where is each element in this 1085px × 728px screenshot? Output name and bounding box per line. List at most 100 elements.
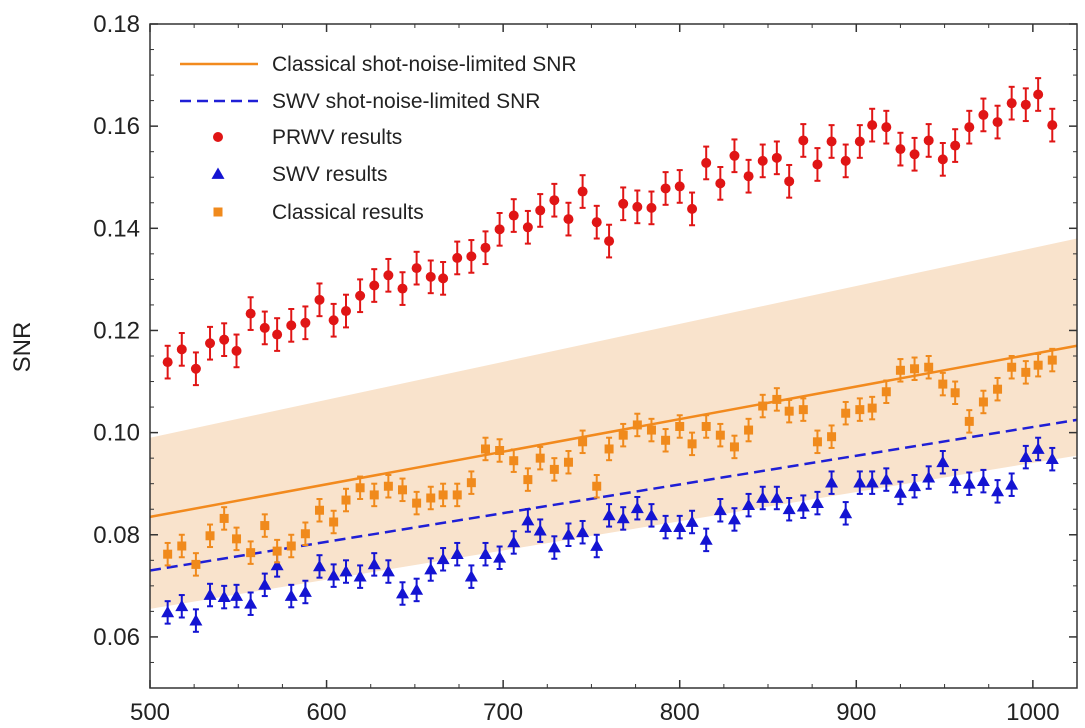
legend-swv-label: SWV results <box>272 163 388 186</box>
classical-point <box>272 538 282 564</box>
swv-marker <box>616 511 630 524</box>
swv-marker <box>1031 442 1045 454</box>
prwv-point <box>784 163 795 199</box>
prwv-point <box>950 128 961 163</box>
legend-classical-line-label: Classical shot-noise-limited SNR <box>272 53 577 76</box>
prwv-point <box>771 140 782 176</box>
prwv-marker <box>355 290 366 301</box>
swv-marker <box>1019 450 1033 463</box>
classical-point <box>827 424 837 449</box>
classical-point <box>246 540 256 565</box>
swv-point <box>602 503 616 528</box>
prwv-marker <box>867 120 878 131</box>
y-tick-label: 0.06 <box>93 624 140 651</box>
classical-point <box>232 526 242 552</box>
swv-point <box>298 579 312 605</box>
classical-point <box>177 533 187 559</box>
swv-marker <box>395 587 409 599</box>
prwv-point <box>591 204 602 240</box>
classical-point <box>618 422 628 448</box>
prwv-point <box>383 257 394 293</box>
classical-point <box>950 380 960 406</box>
swv-marker <box>217 590 231 602</box>
legend: Classical shot-noise-limited SNR SWV shot… <box>180 53 577 224</box>
prwv-marker <box>314 294 325 305</box>
classical-point <box>563 450 573 475</box>
swv-marker <box>298 585 312 597</box>
classical-point <box>632 412 642 438</box>
classical-marker <box>177 541 187 551</box>
swv-marker <box>810 496 824 508</box>
swv-marker <box>507 535 521 548</box>
prwv-point <box>798 123 809 158</box>
classical-point <box>1047 347 1057 373</box>
prwv-point <box>286 308 297 343</box>
swv-point <box>1005 472 1019 497</box>
prwv-marker <box>549 195 560 206</box>
prwv-marker <box>466 251 477 262</box>
classical-marker <box>978 397 988 407</box>
prwv-marker <box>397 283 408 294</box>
classical-point <box>163 541 173 567</box>
swv-marker <box>742 498 756 511</box>
classical-marker <box>881 387 891 397</box>
classical-point <box>646 417 656 443</box>
swv-marker <box>367 557 381 570</box>
swv-marker <box>410 583 424 595</box>
prwv-point <box>259 310 270 346</box>
legend-classical-line: Classical shot-noise-limited SNR <box>180 53 577 76</box>
classical-point <box>661 428 671 453</box>
prwv-point <box>272 317 283 352</box>
swv-point <box>521 508 535 533</box>
swv-point <box>576 519 590 545</box>
classical-marker <box>592 481 602 491</box>
data-points-layer <box>161 77 1059 633</box>
swv-marker <box>644 508 658 521</box>
prwv-point <box>411 250 422 286</box>
classical-point <box>701 414 711 439</box>
swv-point <box>962 471 976 496</box>
classical-point <box>675 414 685 439</box>
prwv-marker <box>881 122 892 133</box>
prwv-marker <box>715 178 726 189</box>
swv-marker <box>270 558 284 571</box>
prwv-point <box>522 209 533 245</box>
classical-marker <box>687 439 697 449</box>
prwv-marker <box>826 136 837 147</box>
swv-point <box>976 468 990 494</box>
prwv-point <box>715 166 726 201</box>
classical-marker <box>191 559 201 569</box>
classical-marker <box>452 490 462 500</box>
prwv-marker <box>219 334 230 345</box>
prwv-point <box>978 97 989 133</box>
axis-ticks-layer: 500 600 700 800 900 1000 0.06 0.08 0.10 0.12 0.14 0… <box>93 11 1077 726</box>
classical-point <box>535 445 545 471</box>
classical-marker <box>661 435 671 445</box>
swv-point <box>175 594 189 619</box>
swv-point <box>189 608 203 633</box>
classical-marker <box>369 490 379 500</box>
prwv-point <box>660 171 671 206</box>
prwv-point <box>646 190 657 226</box>
prwv-point <box>826 124 837 159</box>
swv-point <box>810 490 824 516</box>
swv-point <box>825 470 839 495</box>
swv-marker <box>478 547 492 560</box>
swv-marker <box>258 578 272 590</box>
classical-marker <box>246 548 256 558</box>
prwv-point <box>701 145 712 181</box>
swv-marker <box>865 476 879 488</box>
prwv-marker <box>425 271 436 282</box>
swv-marker <box>893 486 907 498</box>
swv-point <box>436 547 450 572</box>
prwv-point <box>245 296 256 331</box>
swv-marker <box>1045 452 1059 465</box>
classical-point <box>592 474 602 499</box>
prwv-point <box>397 271 408 306</box>
swv-point <box>493 545 507 570</box>
swv-point <box>450 541 464 567</box>
prwv-point <box>743 158 754 194</box>
swv-point <box>630 495 644 521</box>
prwv-point <box>466 239 477 274</box>
legend-swv-line: SWV shot-noise-limited SNR <box>180 90 540 113</box>
